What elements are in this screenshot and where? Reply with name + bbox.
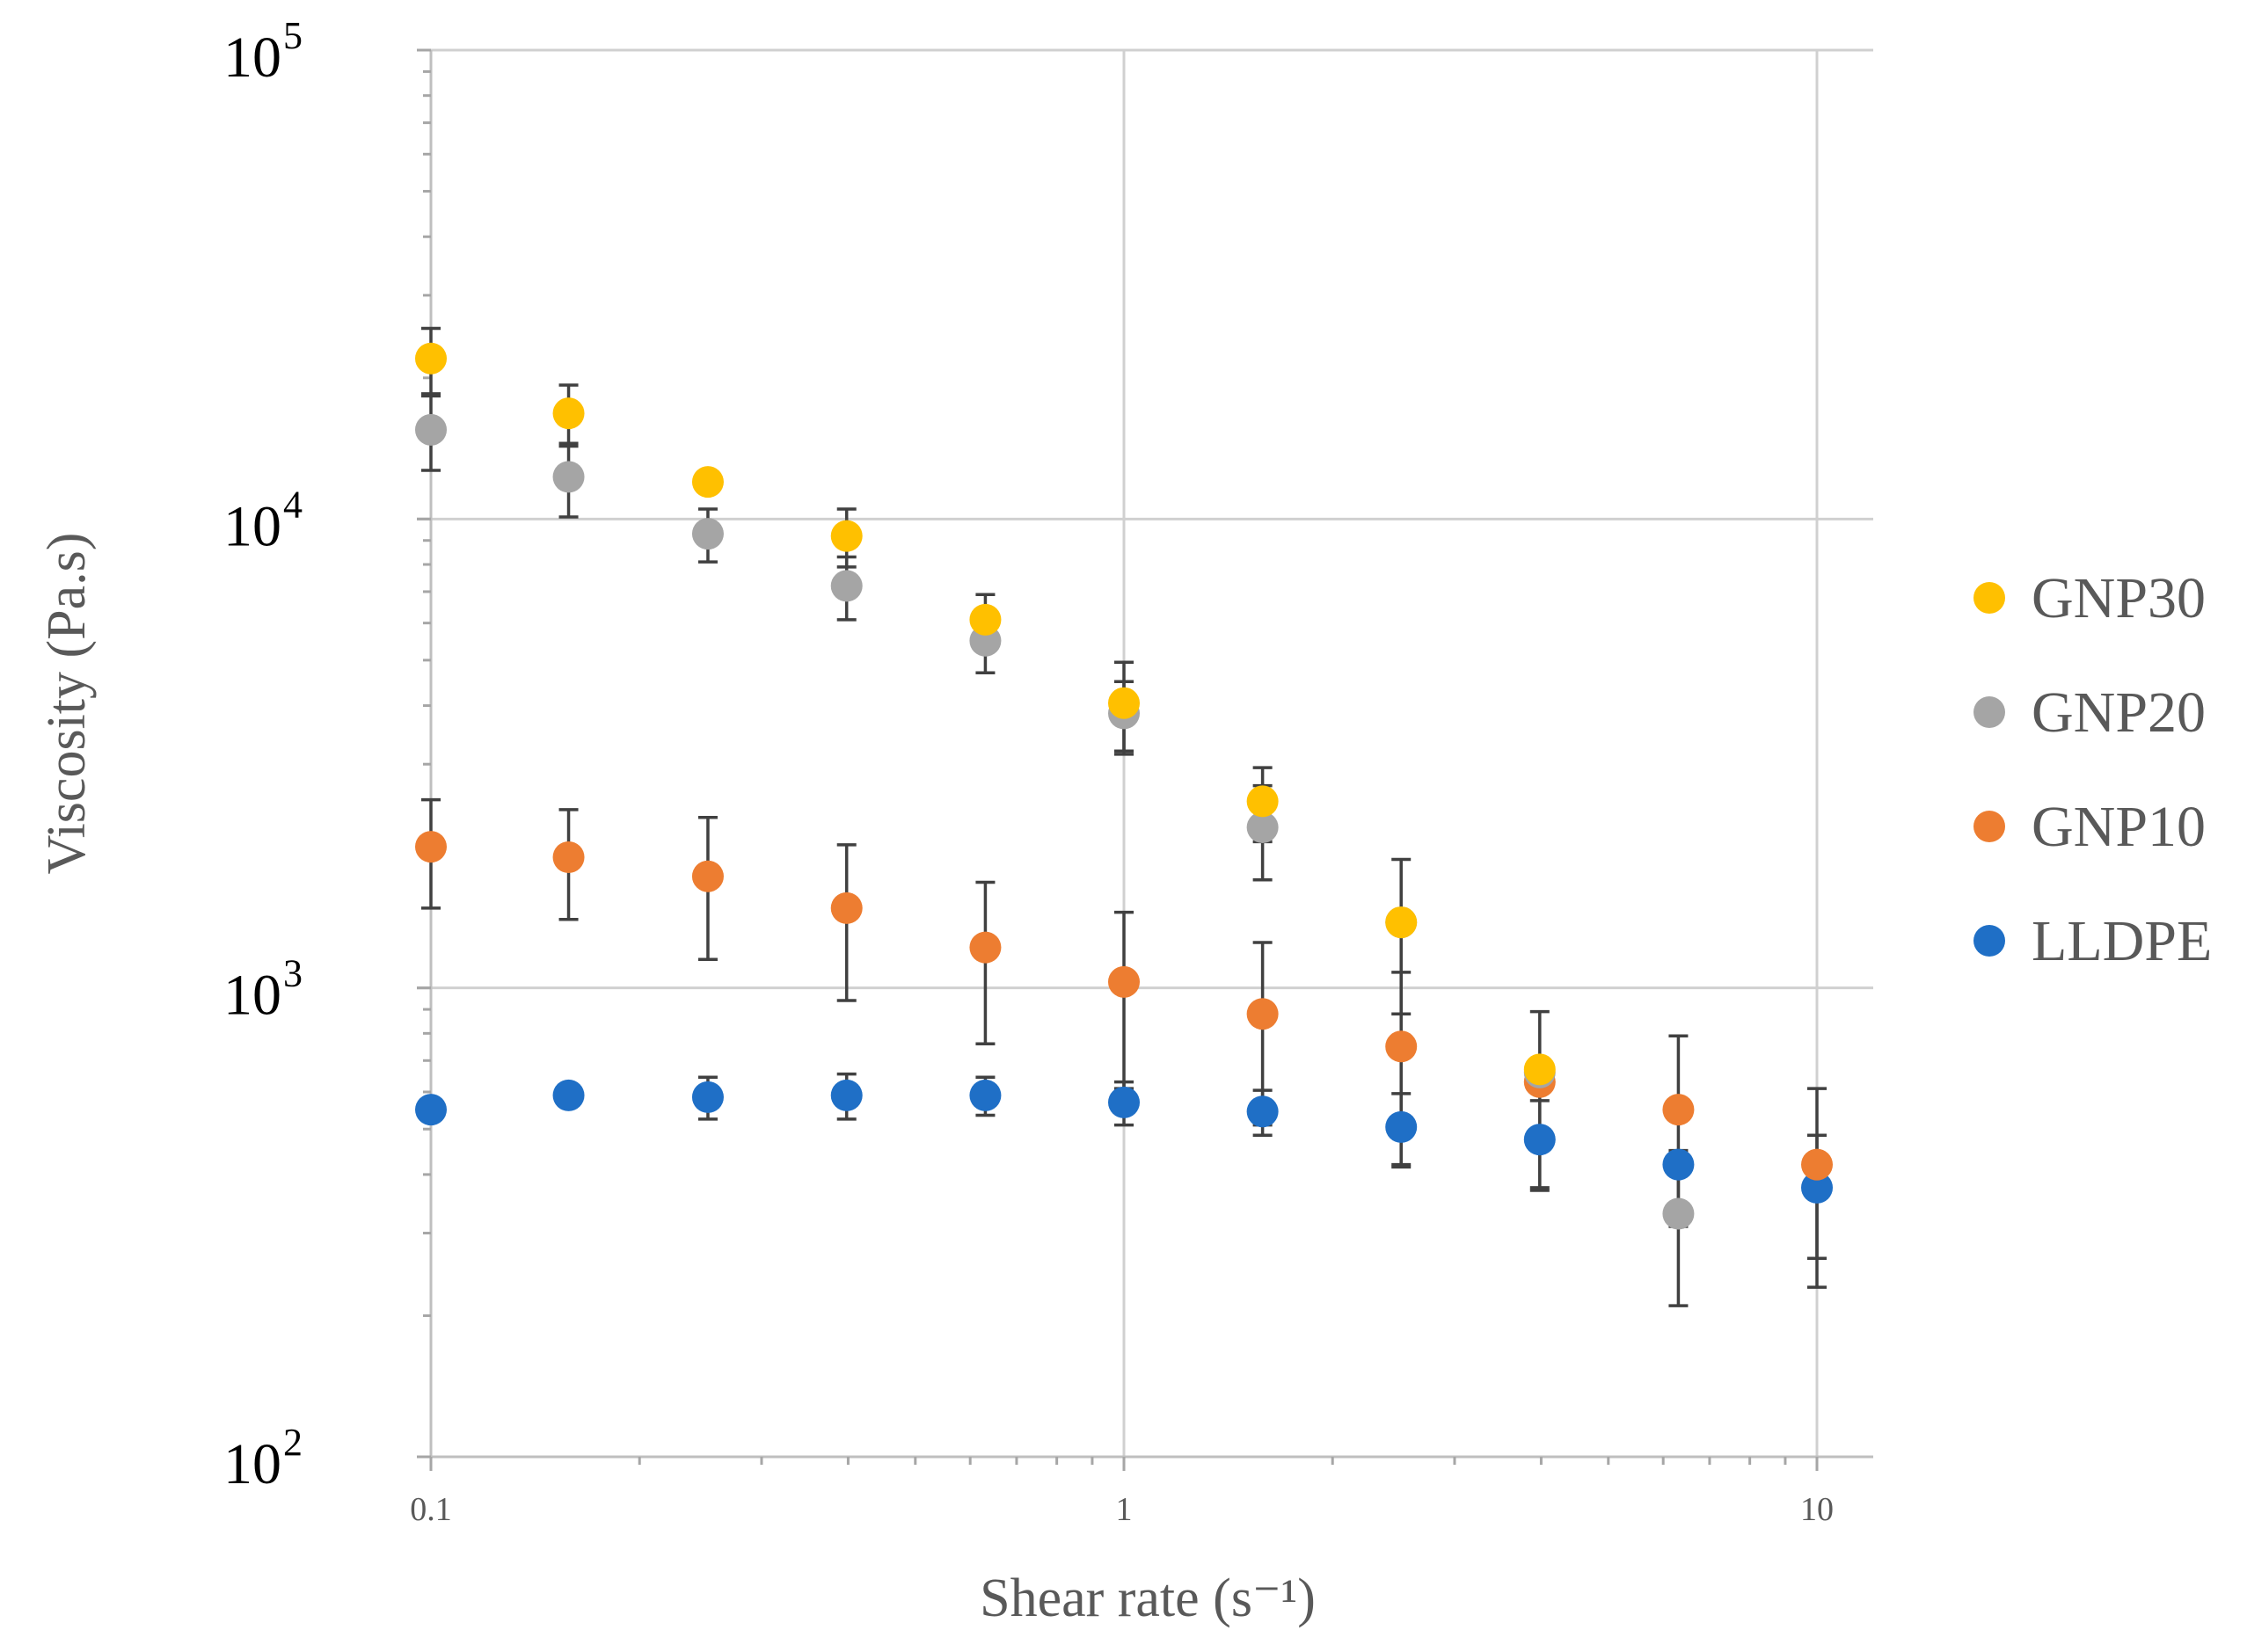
point-gnp20	[1662, 1197, 1695, 1230]
legend-marker-lldpe	[1973, 925, 2005, 957]
point-gnp20	[830, 570, 863, 602]
point-gnp30	[1108, 687, 1140, 719]
y-tick-label: 10	[223, 494, 281, 558]
legend-label-gnp10: GNP10	[2032, 795, 2206, 859]
point-lldpe	[1246, 1095, 1279, 1128]
point-lldpe	[1523, 1124, 1556, 1156]
point-gnp30	[1523, 1053, 1556, 1086]
y-tick-exponent: 5	[283, 14, 303, 57]
point-gnp30	[1246, 785, 1279, 818]
point-gnp30	[1385, 906, 1418, 939]
data-points	[415, 342, 1833, 1230]
point-lldpe	[415, 1094, 447, 1126]
point-lldpe	[1385, 1110, 1418, 1143]
x-axis-title: Shear rate (s⁻¹)	[980, 1568, 1316, 1628]
point-gnp10	[830, 891, 863, 924]
point-gnp30	[691, 466, 724, 499]
point-gnp10	[1246, 998, 1279, 1030]
legend-label-gnp30: GNP30	[2032, 566, 2206, 630]
point-lldpe	[969, 1079, 1002, 1111]
point-gnp10	[552, 841, 585, 873]
point-gnp20	[415, 413, 447, 446]
y-tick-exponent: 3	[283, 952, 303, 995]
y-axis-title: Viscosity (Pa.s)	[37, 533, 97, 875]
point-lldpe	[1801, 1171, 1833, 1204]
point-gnp20	[691, 518, 724, 550]
point-gnp20	[1246, 811, 1279, 844]
x-tick-label: 10	[1800, 1491, 1834, 1528]
legend-marker-gnp10	[1973, 811, 2005, 842]
y-tick-label: 10	[223, 1432, 281, 1496]
legend: GNP30 GNP20 GNP10 LLDPE	[1973, 566, 2212, 973]
point-gnp20	[552, 461, 585, 493]
axes	[417, 48, 1873, 1471]
point-gnp10	[1385, 1030, 1418, 1063]
y-tick-exponent: 2	[283, 1421, 303, 1464]
legend-marker-gnp30	[1973, 582, 2005, 614]
point-gnp30	[969, 603, 1002, 636]
point-gnp10	[969, 931, 1002, 964]
point-gnp10	[691, 860, 724, 892]
y-tick-label: 10	[223, 25, 281, 90]
y-tick-label: 10	[223, 964, 281, 1028]
point-lldpe	[552, 1079, 585, 1111]
point-gnp30	[415, 342, 447, 375]
point-gnp30	[830, 520, 863, 552]
point-gnp10	[1108, 965, 1140, 998]
legend-marker-gnp20	[1973, 696, 2005, 728]
x-tick-labels: 0.1 1 10	[410, 1491, 1834, 1528]
x-tick-label: 1	[1116, 1491, 1133, 1528]
point-gnp10	[1801, 1148, 1833, 1181]
legend-label-lldpe: LLDPE	[2032, 909, 2212, 973]
point-gnp10	[1662, 1094, 1695, 1126]
point-gnp10	[415, 831, 447, 863]
x-tick-label: 0.1	[410, 1491, 452, 1528]
point-lldpe	[1662, 1148, 1695, 1181]
y-tick-exponent: 4	[283, 483, 303, 526]
point-gnp30	[552, 397, 585, 430]
point-lldpe	[1108, 1086, 1140, 1118]
legend-label-gnp20: GNP20	[2032, 680, 2206, 745]
point-lldpe	[830, 1079, 863, 1111]
point-lldpe	[691, 1081, 724, 1113]
